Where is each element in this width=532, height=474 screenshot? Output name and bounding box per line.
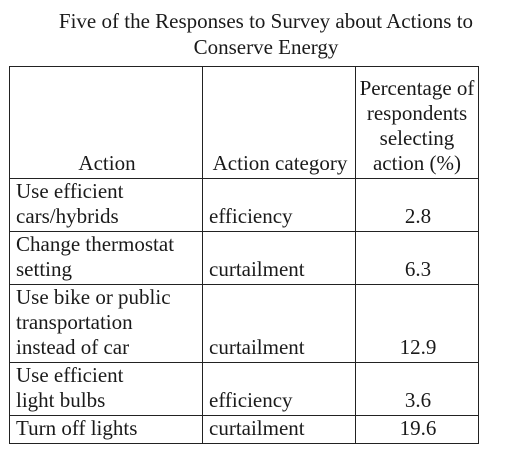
action-line: setting	[16, 257, 72, 281]
action-line: cars/hybrids	[16, 204, 119, 228]
action-cell: Change thermostat setting	[9, 231, 203, 285]
action-line: transportation	[16, 310, 133, 334]
category-cell: efficiency	[202, 362, 356, 416]
title-line-1: Five of the Responses to Survey about Ac…	[58, 9, 474, 33]
table-title: Five of the Responses to Survey about Ac…	[0, 8, 532, 60]
percent-cell: 3.6	[355, 362, 479, 416]
table-row: Use bike or public transportation instea…	[9, 284, 479, 363]
percent-cell: 6.3	[355, 231, 479, 285]
action-cell: Use efficient light bulbs	[9, 362, 203, 416]
header-action: Action	[9, 66, 203, 179]
category-cell: curtailment	[202, 231, 356, 285]
action-cell: Use bike or public transportation instea…	[9, 284, 203, 363]
action-line: Use efficient	[16, 179, 124, 203]
header-percentage-line-4: action (%)	[372, 151, 462, 175]
header-percentage-line-1: Percentage of	[359, 76, 475, 100]
action-cell: Turn off lights	[9, 415, 203, 444]
header-percentage-line-2: respondents	[366, 101, 468, 125]
header-percentage-line-3: selecting	[379, 126, 455, 150]
action-line: light bulbs	[16, 388, 106, 412]
category-cell: curtailment	[202, 284, 356, 363]
header-percentage: Percentage of respondents selecting acti…	[355, 66, 479, 179]
table-row: Turn off lights curtailment 19.6	[9, 415, 479, 444]
percent-cell: 2.8	[355, 178, 479, 232]
category-cell: efficiency	[202, 178, 356, 232]
table-row: Use efficient light bulbs efficiency 3.6	[9, 362, 479, 416]
action-line: Change thermostat	[16, 232, 175, 256]
action-line: Use bike or public	[16, 285, 171, 309]
percent-cell: 19.6	[355, 415, 479, 444]
action-line: instead of car	[16, 335, 130, 359]
action-cell: Use efficient cars/hybrids	[9, 178, 203, 232]
survey-table: Action Action category Percentage of res…	[9, 66, 479, 444]
action-line: Turn off lights	[16, 416, 138, 440]
category-cell: curtailment	[202, 415, 356, 444]
title-line-2: Conserve Energy	[193, 35, 339, 59]
header-category: Action category	[202, 66, 356, 179]
header-row: Action Action category Percentage of res…	[9, 66, 479, 179]
table-row: Change thermostat setting curtailment 6.…	[9, 231, 479, 285]
table-row: Use efficient cars/hybrids efficiency 2.…	[9, 178, 479, 232]
percent-cell: 12.9	[355, 284, 479, 363]
action-line: Use efficient	[16, 363, 124, 387]
